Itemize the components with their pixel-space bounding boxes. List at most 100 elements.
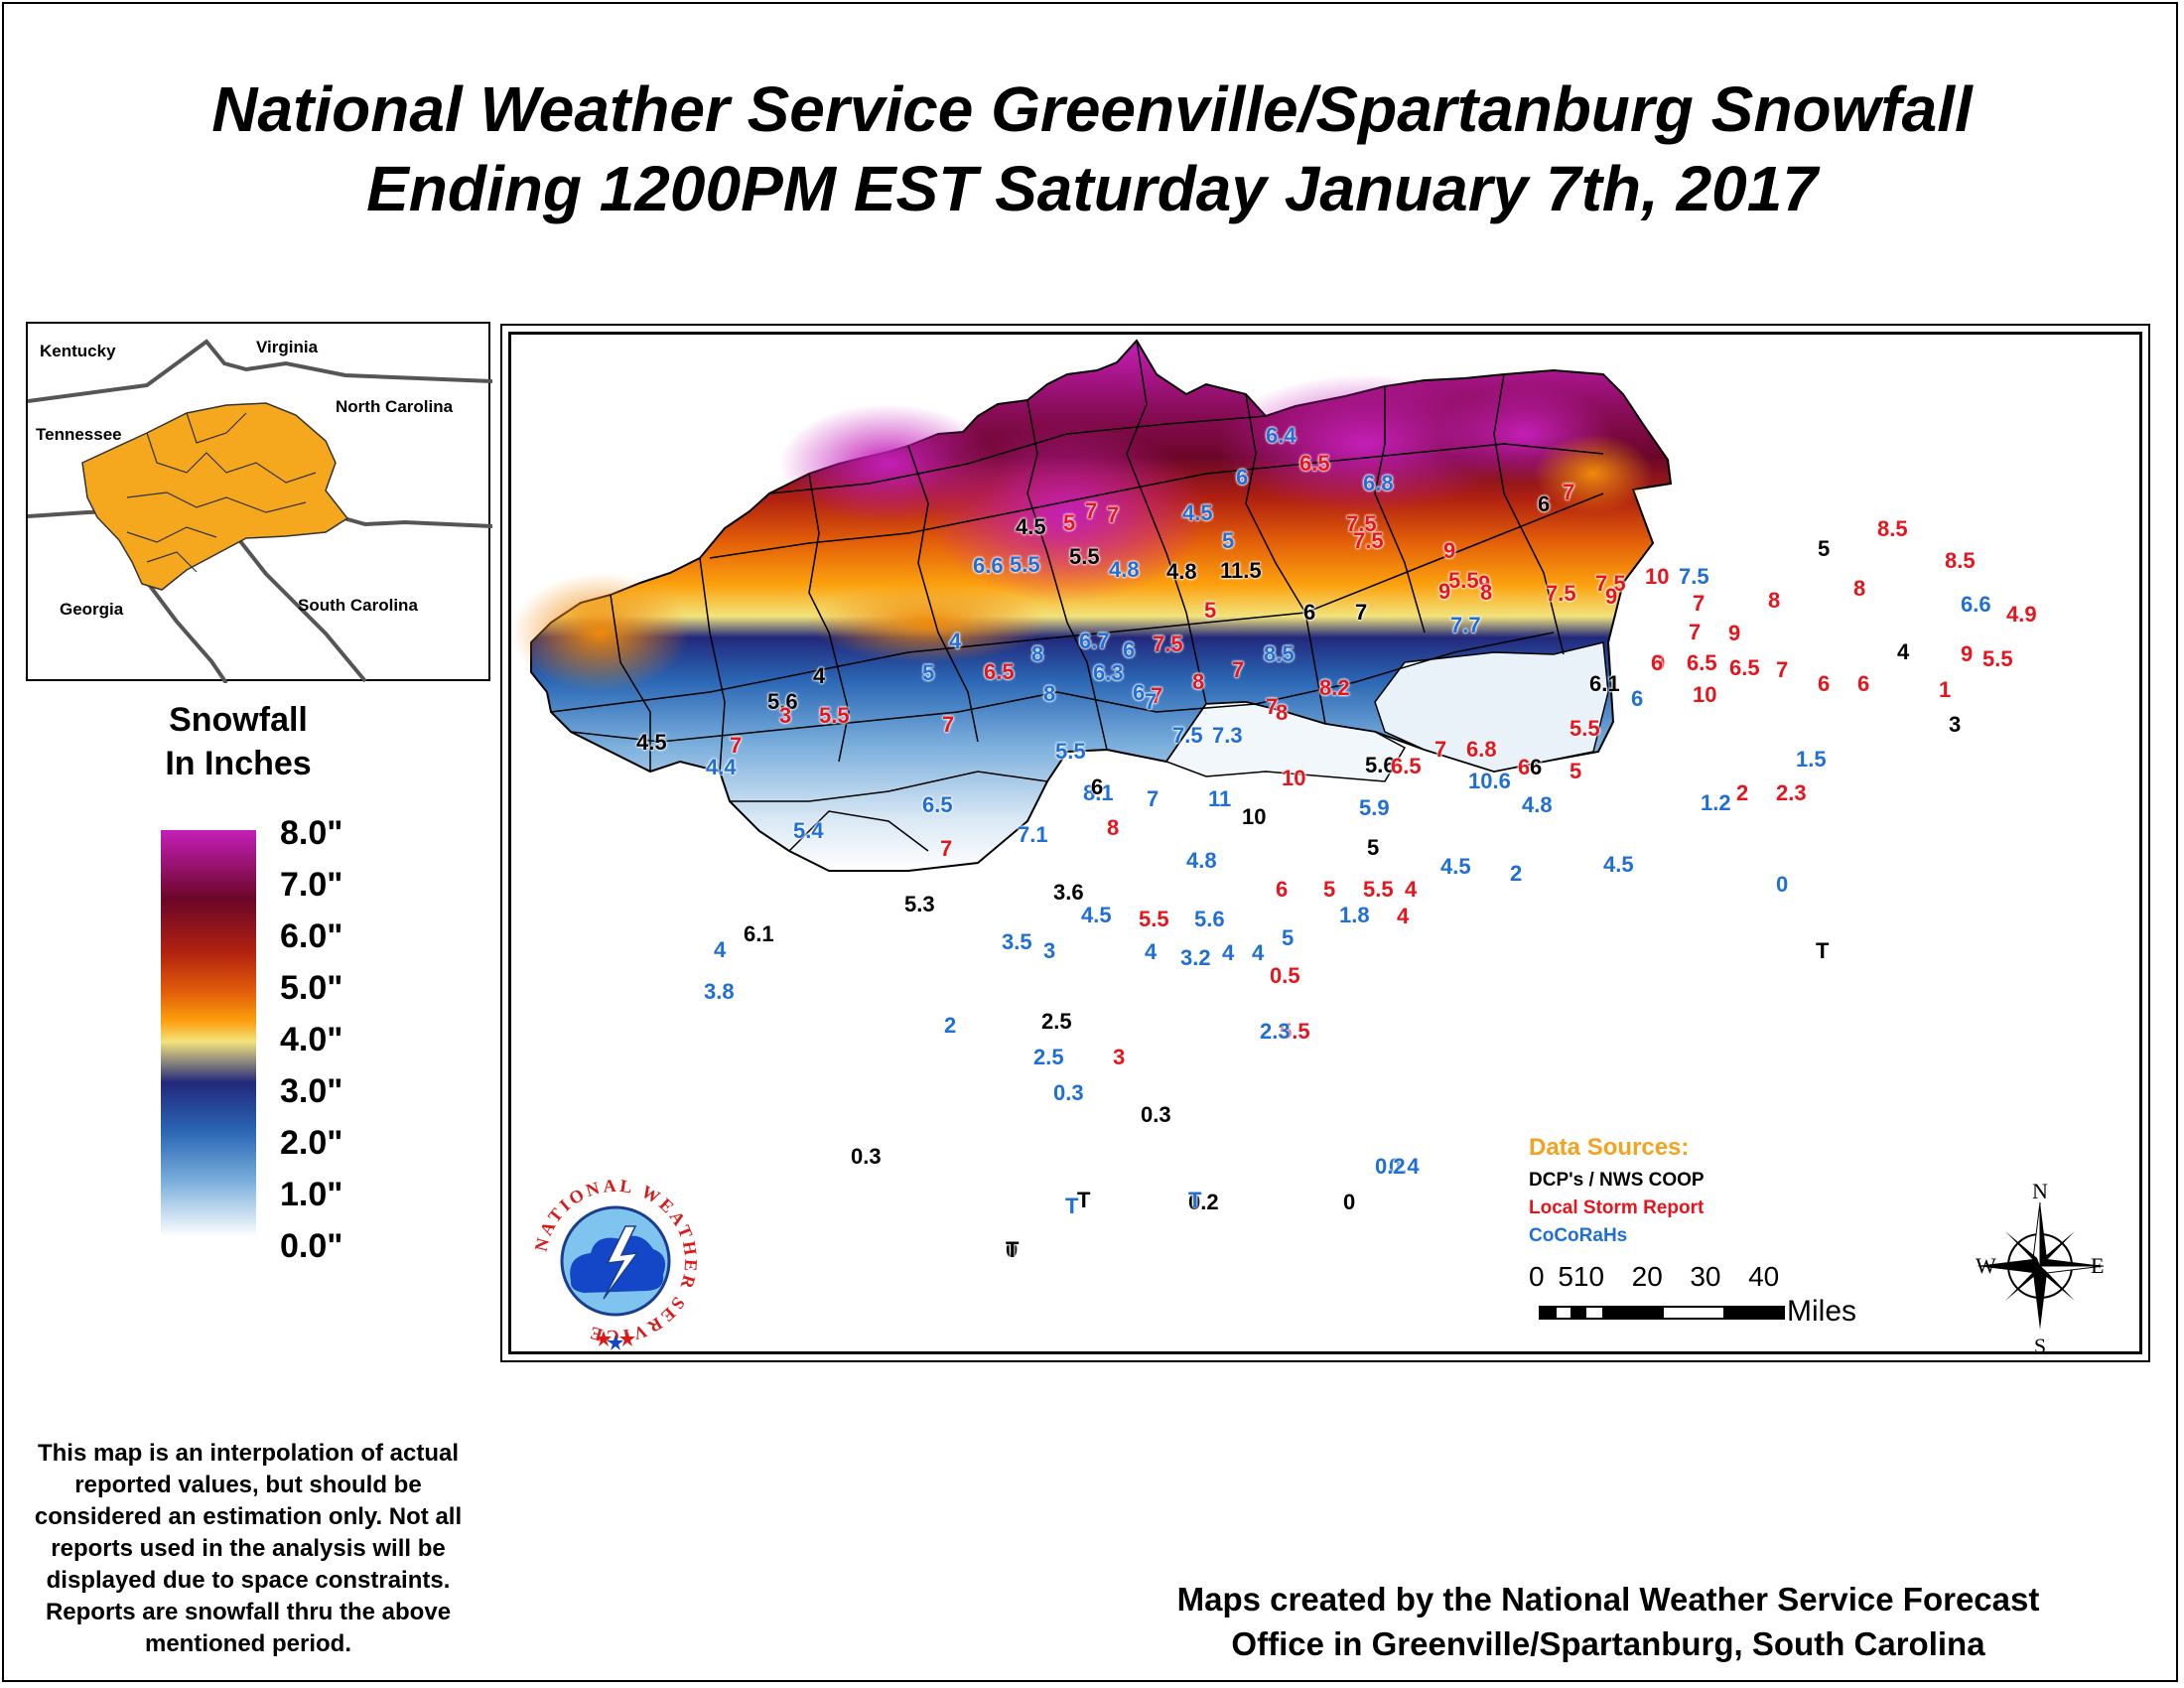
compass-n: N: [2032, 1179, 2048, 1203]
scale-tick: 30: [1690, 1261, 1721, 1292]
snowfall-report-label: 1.5: [1796, 747, 1827, 772]
snowfall-report-label: 11.5: [1220, 558, 1262, 583]
snowfall-report-label: 7: [1563, 480, 1575, 504]
snowfall-report-label: T: [1006, 1237, 1020, 1262]
snowfall-report-label: 8: [1043, 681, 1056, 706]
snowfall-report-label: 1.2: [1701, 790, 1731, 815]
snowfall-report-label: 0.4: [1389, 1154, 1420, 1179]
snowfall-report-label: 5.5: [1363, 877, 1394, 902]
main-snowfall-map: 6.4 6.5 6 6.8 6 7 7.5 9 9 7.5 4.5 5 7 4.5 5 7.5 5.5 5 8 8.5…: [508, 332, 2142, 1354]
snowfall-report-label: 5.5: [1982, 646, 2013, 671]
snowfall-report-label: 8: [1768, 588, 1781, 613]
scale-units: Miles: [1787, 1295, 1857, 1328]
scale-segment: [1602, 1308, 1664, 1318]
legend-label-7: 7.0": [280, 866, 343, 904]
snowfall-report-label: 0.2: [1375, 1154, 1406, 1179]
snowfall-report-label: T: [1077, 1188, 1091, 1212]
snowfall-report-label: 5.5: [1570, 716, 1600, 741]
inset-locator-map: Kentucky Virginia North Carolina Tenness…: [26, 322, 492, 683]
snowfall-report-label: 4: [1145, 939, 1158, 964]
snowfall-report-label: 10: [1242, 804, 1267, 829]
scale-tick: 0: [1529, 1261, 1545, 1292]
snowfall-report-label: 7: [940, 836, 953, 861]
data-sources-title: Data Sources:: [1529, 1134, 1690, 1161]
snowfall-report-label: 4: [949, 629, 962, 653]
scale-segment: [1570, 1308, 1586, 1318]
snowfall-report-label: 6: [1518, 755, 1531, 779]
snowfall-report-label: 7: [730, 733, 743, 758]
credit-line2: Office in Greenville/Spartanburg, South …: [1231, 1625, 1985, 1662]
snowfall-report-label: T: [1188, 1188, 1202, 1212]
snowfall-report-label: 3: [1113, 1045, 1126, 1069]
snowfall-report-label: 8: [1853, 576, 1866, 601]
snowfall-report-label: 8.5: [1877, 516, 1908, 541]
snowfall-report-label: 6: [1538, 492, 1551, 516]
snowfall-report-label: 4: [1897, 639, 1910, 664]
snowfall-report-label: 9: [1478, 571, 1491, 596]
snowfall-report-label: 8: [1031, 641, 1044, 666]
snowfall-report-label: 5.5: [1055, 739, 1086, 764]
snowfall-report-label: 5: [1570, 759, 1582, 783]
snowfall-report-label: 3: [1949, 712, 1962, 737]
snowfall-report-label: 4.5: [1081, 903, 1112, 927]
scale-bar-ticks: 0 510 20 30 40: [1529, 1261, 1779, 1293]
snowfall-report-label: 7: [1145, 689, 1158, 714]
snowfall-report-label: 8: [1480, 580, 1493, 605]
snowfall-report-label: 3.6: [1053, 880, 1084, 905]
legend-label-4: 4.0": [280, 1021, 343, 1058]
snowfall-report-label: 4.8: [1522, 792, 1553, 817]
legend-color-bar: [161, 830, 256, 1237]
snowfall-report-label: 9: [1605, 584, 1618, 609]
snowfall-report-label: 6: [1651, 650, 1664, 675]
snowfall-report-label: 6: [1276, 877, 1289, 902]
snowfall-report-label: 6: [1303, 600, 1316, 625]
snowfall-report-label: 5.6: [1194, 907, 1225, 931]
data-source-storm-report: Local Storm Report: [1529, 1197, 1705, 1218]
snowfall-report-label: 0: [1343, 1190, 1356, 1214]
snowfall-report-label: 7.1: [1018, 822, 1048, 847]
snowfall-report-label: 0.3: [1053, 1080, 1084, 1105]
snowfall-report-label: 4.9: [2006, 602, 2037, 627]
main-map-outer-border: [500, 324, 2150, 1362]
snowfall-report-label: 5.4: [793, 818, 824, 843]
compass-rose: N S W E: [1976, 1177, 2105, 1360]
snowfall-report-label: 2.3: [1776, 780, 1807, 805]
snowfall-report-label: 4: [813, 663, 826, 688]
snowfall-report-label: 7: [1776, 657, 1789, 682]
snowfall-report-label: 8: [1107, 815, 1120, 840]
inset-label-north-carolina: North Carolina: [336, 397, 454, 416]
snowfall-report-label: 5.9: [1359, 795, 1390, 820]
legend-label-8: 8.0": [280, 814, 343, 852]
snowfall-report-label: 11: [1208, 786, 1232, 811]
snowfall-report-label: 5.3: [904, 892, 935, 916]
snowfall-report-label: 5.5: [819, 703, 850, 728]
snowfall-report-label: 6.5: [1391, 754, 1422, 778]
credit-line1: Maps created by the National Weather Ser…: [1176, 1581, 2040, 1618]
legend-title-line2: In Inches: [165, 745, 312, 782]
snowfall-report-label: 5: [1063, 510, 1076, 535]
snowfall-report-label: 4.5: [1440, 854, 1471, 879]
inset-label-virginia: Virginia: [256, 338, 319, 356]
snowfall-report-label: 8: [1192, 669, 1205, 694]
credit-text: Maps created by the National Weather Ser…: [1072, 1577, 2144, 1666]
legend-label-3: 3.0": [280, 1072, 343, 1110]
snowfall-report-label: 0.3: [851, 1144, 882, 1169]
snowfall-report-label: 6.8: [1363, 471, 1394, 495]
snowfall-report-label: 6.6: [973, 553, 1004, 578]
snowfall-report-label: 5.5: [1010, 552, 1040, 577]
snowfall-report-label: 4.8: [1109, 557, 1140, 582]
nws-logo: NATIONAL WEATHER SERVICE: [526, 1172, 705, 1355]
snowfall-report-label: 4.8: [1166, 559, 1197, 584]
snowfall-report-label: 2: [1510, 861, 1523, 886]
snowfall-report-label: 6.1: [1589, 671, 1620, 696]
snowfall-report-label: 9: [1728, 621, 1741, 645]
legend-label-2: 2.0": [280, 1124, 343, 1162]
snowfall-report-label: 3.2: [1180, 945, 1211, 970]
snowfall-report-label: 6: [1091, 774, 1104, 799]
scale-segment: [1541, 1308, 1557, 1318]
snowfall-report-label: 0: [1006, 1237, 1019, 1262]
snowfall-report-label: 7: [1085, 498, 1098, 523]
snowfall-report-label: T: [1816, 938, 1830, 963]
snowfall-report-label: 10: [1282, 766, 1306, 790]
snowfall-report-label: 5.5: [1139, 907, 1169, 931]
